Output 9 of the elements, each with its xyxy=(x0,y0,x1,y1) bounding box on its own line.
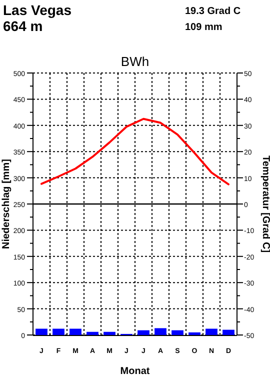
chart-subtitle: 664 m xyxy=(3,18,43,34)
y2-axis-title: Temperatur [Grad C] xyxy=(260,155,270,253)
chart-title: Las Vegas xyxy=(3,2,72,18)
line-series xyxy=(40,118,230,186)
y-axis-title: Niederschlag [mm] xyxy=(1,158,12,250)
x-axis-title: Monat xyxy=(120,366,150,377)
text: 109 mm xyxy=(185,22,222,33)
text: BWh xyxy=(120,54,150,69)
text: 19.3 Grad C xyxy=(185,6,241,17)
